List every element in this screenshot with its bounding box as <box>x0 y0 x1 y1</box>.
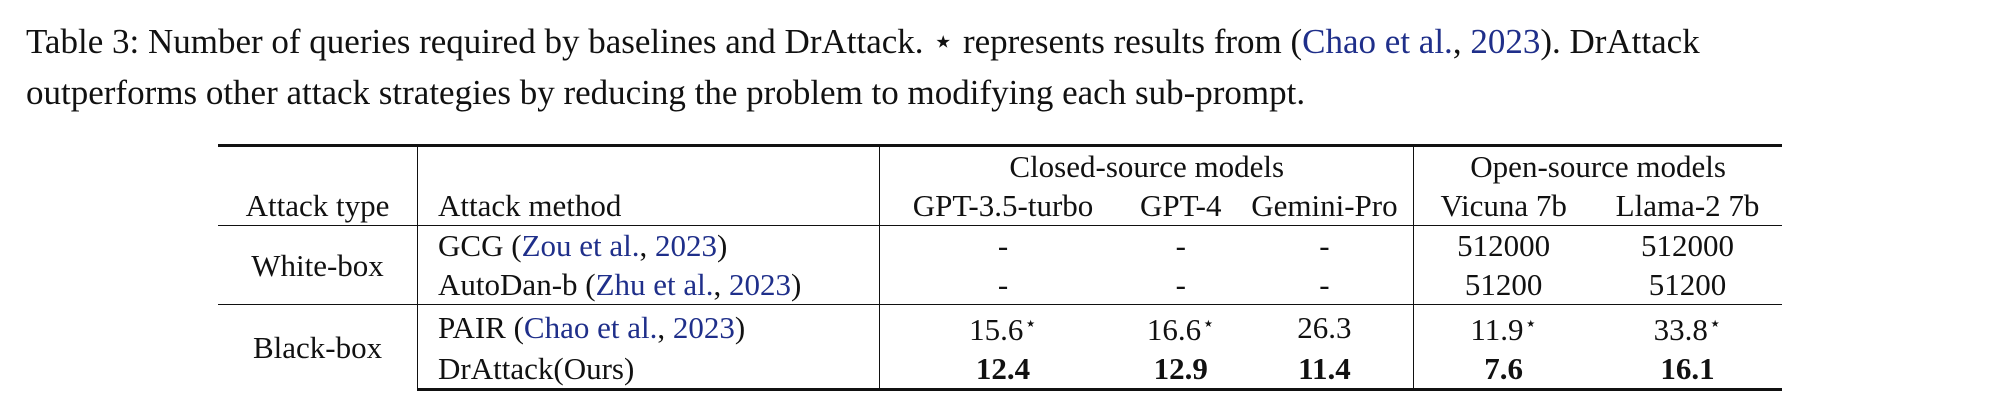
value-cell: 16.6⋆ <box>1125 304 1236 349</box>
header-gpt4: GPT-4 <box>1139 188 1222 223</box>
citation-link[interactable]: Chao et al., 2023 <box>1302 22 1541 61</box>
attack-type-black-box: Black-box <box>218 304 419 390</box>
star-icon: ⋆ <box>1024 313 1037 335</box>
header-llama: Llama-2 7b <box>1615 188 1760 223</box>
caption-label: Table 3: <box>26 22 140 61</box>
star-icon: ⋆ <box>1202 313 1215 335</box>
header-attack-type: Attack type <box>218 186 419 226</box>
value-cell-best: 12.4 <box>879 349 1126 391</box>
value-cell: - <box>1235 265 1415 305</box>
star-icon: ⋆ <box>1524 313 1537 335</box>
caption-text-after-cite: ). DrAttack <box>1540 22 1700 61</box>
table-row: White-box GCG (Zou et al., 2023) - - - 5… <box>218 225 1782 305</box>
method-cell: DrAttack(Ours) <box>417 349 881 391</box>
results-table: Closed-source models Open-source models … <box>218 144 1782 391</box>
value-cell-best: 11.4 <box>1235 349 1415 391</box>
value-cell: 512000 <box>1593 225 1782 265</box>
header-attack-method: Attack method <box>417 186 881 226</box>
value-cell: - <box>1125 225 1236 265</box>
closed-source-header: Closed-source models <box>879 144 1415 186</box>
value-cell: - <box>1235 225 1415 265</box>
table-row: Black-box PAIR (Chao et al., 2023) 15.6⋆… <box>218 304 1782 390</box>
value-cell: 51200 <box>1648 267 1727 302</box>
value-cell: 512000 <box>1413 225 1594 265</box>
citation-link[interactable]: Zou et al., 2023 <box>521 228 718 263</box>
caption-text-star: represents results from ( <box>962 22 1303 61</box>
value-cell: 51200 <box>1464 267 1543 302</box>
method-cell: GCG (Zou et al., 2023) <box>417 225 881 265</box>
value-cell: - <box>879 225 1126 265</box>
value-cell-best: 7.6 <box>1413 349 1594 391</box>
header-vicuna: Vicuna 7b <box>1440 188 1567 223</box>
citation-link[interactable]: Chao et al., 2023 <box>523 309 735 345</box>
value-cell: 33.8⋆ <box>1593 304 1782 349</box>
value-cell: 26.3 <box>1235 304 1415 349</box>
group-header-row: Closed-source models Open-source models <box>218 144 1782 186</box>
citation-link[interactable]: Zhu et al., 2023 <box>595 267 792 302</box>
value-cell: 15.6⋆ <box>879 304 1126 349</box>
value-cell: - <box>1175 267 1186 302</box>
caption-line-2: outperforms other attack strategies by r… <box>26 73 1306 112</box>
star-icon: ⋆ <box>1708 313 1722 335</box>
table-caption: Table 3: Number of queries required by b… <box>26 16 1986 118</box>
value-cell: - <box>997 267 1009 302</box>
value-cell-best: 16.1 <box>1593 349 1782 391</box>
table-row: DrAttack(Ours) 12.4 12.9 11.4 7.6 16.1 <box>218 349 1782 391</box>
attack-type-white-box: White-box <box>218 225 419 305</box>
method-cell: PAIR (Chao et al., 2023) <box>417 304 881 349</box>
star-symbol: ⋆ <box>932 22 955 61</box>
method-cell: AutoDan-b (Zhu et al., 2023) <box>417 265 881 305</box>
column-header-row: Attack type Attack method GPT-3.5-turbo … <box>218 186 1782 226</box>
open-source-header: Open-source models <box>1413 144 1782 186</box>
value-cell-best: 12.9 <box>1125 349 1236 391</box>
value-cell: 11.9⋆ <box>1413 304 1594 349</box>
table-row: AutoDan-b (Zhu et al., 2023) - - - 51200… <box>218 265 1782 305</box>
caption-text: Number of queries required by baselines … <box>147 22 924 61</box>
header-gpt35: GPT-3.5-turbo <box>912 188 1094 223</box>
header-gemini: Gemini-Pro <box>1235 186 1415 226</box>
caption-line-1: Table 3: Number of queries required by b… <box>26 16 1986 67</box>
